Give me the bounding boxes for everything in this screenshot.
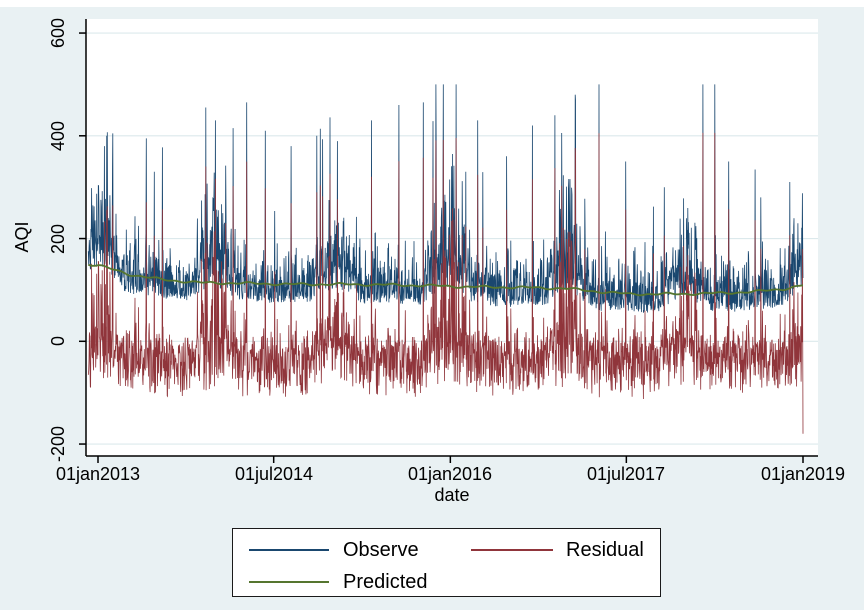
legend-swatch-observe xyxy=(249,549,329,551)
legend-label-residual: Residual xyxy=(566,539,644,561)
y-tick-label: -200 xyxy=(48,425,68,463)
y-tick-label: 200 xyxy=(48,223,68,255)
y-tick-label: 400 xyxy=(48,120,68,152)
x-tick-label: 01jul2017 xyxy=(586,464,666,484)
legend-swatch-residual xyxy=(471,549,553,551)
legend-label-predicted: Predicted xyxy=(343,571,428,593)
y-axis-title: AQI xyxy=(12,221,32,253)
y-tick-label: 0 xyxy=(48,336,68,347)
legend-label-observe: Observe xyxy=(343,539,419,561)
x-tick-label: 01jul2014 xyxy=(234,464,314,484)
y-tick-label: 600 xyxy=(48,17,68,49)
x-tick-label: 01jan2016 xyxy=(407,464,493,484)
figure-background xyxy=(0,7,864,610)
legend-swatch-predicted xyxy=(249,581,329,583)
x-tick-label: 01jan2019 xyxy=(760,464,846,484)
x-axis-title: date xyxy=(434,485,470,505)
legend: Observe Residual Predicted xyxy=(232,528,661,597)
x-tick-label: 01jan2013 xyxy=(55,464,141,484)
